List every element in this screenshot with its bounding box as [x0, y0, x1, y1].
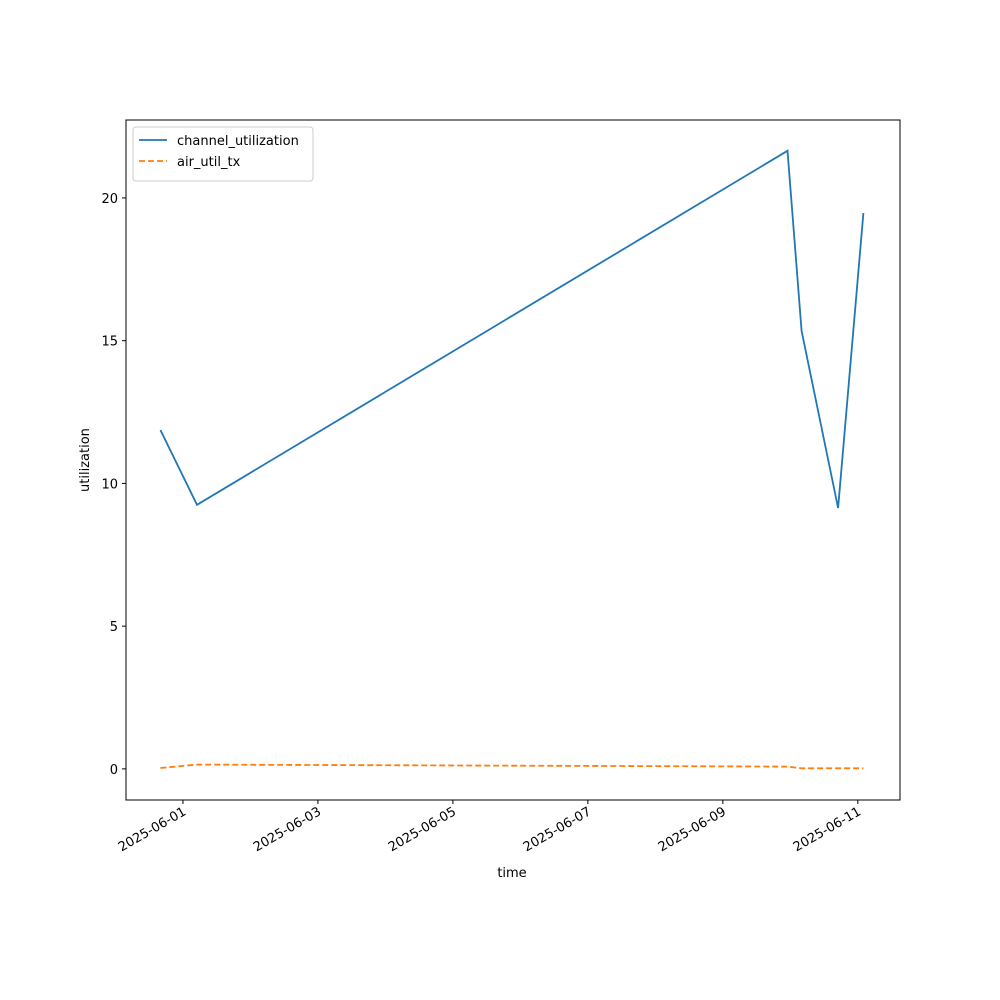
y-tick-label: 15 — [101, 335, 118, 350]
series-line — [160, 763, 864, 770]
plot-frame — [125, 119, 901, 801]
x-axis-label: time — [497, 866, 526, 881]
y-tick-label: 20 — [101, 192, 118, 207]
legend-label: channel_utilization — [177, 134, 299, 149]
legend-label: air_util_tx — [177, 155, 241, 170]
y-tick-label: 10 — [101, 477, 118, 492]
y-axis-label: utilization — [78, 428, 93, 492]
series-line — [159, 149, 865, 509]
y-tick-label: 5 — [110, 620, 118, 635]
y-tick-label: 0 — [110, 763, 118, 778]
legend-box — [132, 126, 314, 182]
